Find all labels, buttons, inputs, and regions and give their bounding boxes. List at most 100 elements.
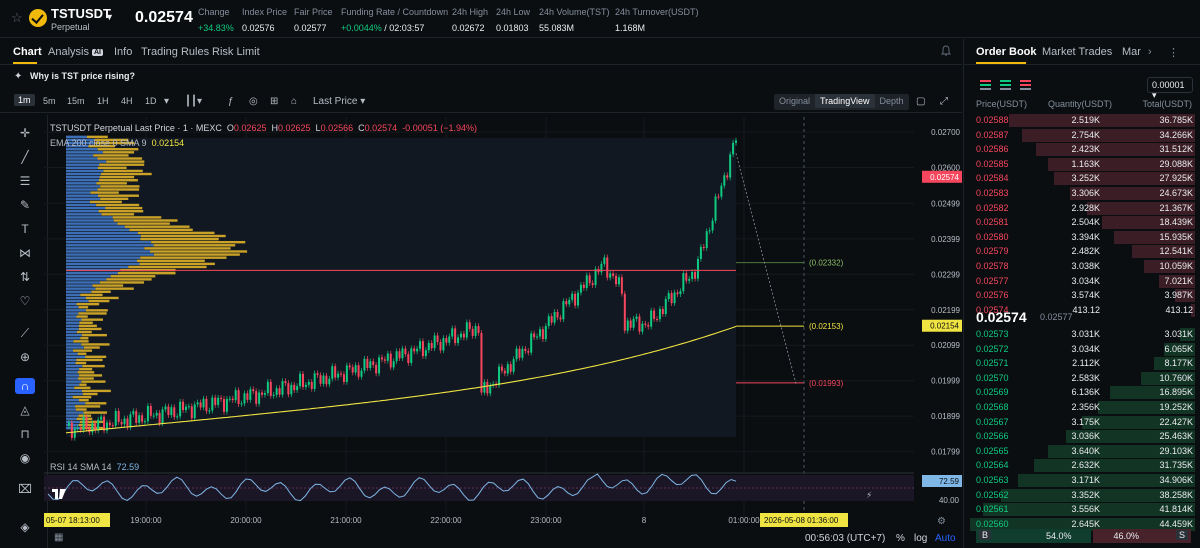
auto-toggle[interactable]: Auto xyxy=(935,533,956,544)
tab-risk-limit[interactable]: Risk Limit xyxy=(212,46,260,58)
ask-row[interactable]: 0.02577 3.034K 7.021K xyxy=(964,274,1200,288)
bids-only-icon[interactable] xyxy=(1000,80,1011,91)
candle-body xyxy=(123,418,126,425)
indicators-icon[interactable]: ƒ xyxy=(228,96,234,107)
bell-icon[interactable] xyxy=(940,45,952,57)
timeframe-15m[interactable]: 15m xyxy=(67,96,85,106)
row-total: 29.103K xyxy=(1159,445,1193,456)
depth-bar xyxy=(1047,444,1195,458)
magnet-icon[interactable]: ∩ xyxy=(15,378,35,394)
log-toggle[interactable]: log xyxy=(914,533,928,544)
percent-toggle[interactable]: % xyxy=(896,533,905,544)
tab-info[interactable]: Info xyxy=(114,46,133,58)
settings-square-icon[interactable]: ▢ xyxy=(916,96,926,107)
y-tick-label: 0.02199 xyxy=(931,306,960,315)
ask-row[interactable]: 0.02587 2.754K 34.266K xyxy=(964,128,1200,142)
asks-only-icon[interactable] xyxy=(1020,80,1031,91)
bid-row[interactable]: 0.02566 3.036K 25.463K xyxy=(964,430,1200,444)
volume-profile-bar xyxy=(66,349,74,352)
favorite-star-icon[interactable]: ☆ xyxy=(11,10,23,25)
eye-icon[interactable]: ◉ xyxy=(19,451,31,465)
ask-row[interactable]: 0.02588 2.519K 36.785K xyxy=(964,114,1200,127)
more-icon[interactable]: ⋮ xyxy=(1168,47,1179,59)
ask-row[interactable]: 0.02581 2.504K 18.439K xyxy=(964,216,1200,230)
layers-icon[interactable]: ◈ xyxy=(20,520,30,534)
tab-chart[interactable]: Chart xyxy=(13,46,42,58)
bid-row[interactable]: 0.02565 3.640K 29.103K xyxy=(964,444,1200,458)
ask-row[interactable]: 0.02585 1.163K 29.088K xyxy=(964,157,1200,171)
lock-icon[interactable]: ⊓ xyxy=(20,427,30,441)
legend-change: -0.00051 (−1.94%) xyxy=(402,123,477,133)
bid-row[interactable]: 0.02567 3.175K 22.427K xyxy=(964,415,1200,429)
ask-row[interactable]: 0.02578 3.038K 10.059K xyxy=(964,260,1200,273)
bid-row[interactable]: 0.02560 2.645K 44.459K xyxy=(964,517,1200,531)
crosshair-icon[interactable]: ✛ xyxy=(19,126,31,140)
ask-row[interactable]: 0.02580 3.394K 15.935K xyxy=(964,230,1200,244)
view-original[interactable]: Original xyxy=(779,96,811,106)
trend-line-icon[interactable]: ╱ xyxy=(21,150,29,164)
clock-time[interactable]: 00:56:03 (UTC+7) xyxy=(805,533,886,544)
stat-value-main: 0.02576 xyxy=(242,23,275,33)
ask-row[interactable]: 0.02584 3.252K 27.925K xyxy=(964,172,1200,186)
templates-icon[interactable]: ◎ xyxy=(249,96,258,107)
tab-order-book[interactable]: Order Book xyxy=(976,46,1037,58)
trash-icon[interactable]: ⌧ xyxy=(18,482,32,496)
timeframe-1D[interactable]: 1D xyxy=(145,96,157,106)
tab-markets-truncated[interactable]: Mar xyxy=(1122,46,1141,58)
candle-type-icon[interactable]: ┃┃▾ xyxy=(185,96,203,107)
ask-row[interactable]: 0.02576 3.574K 3.987K xyxy=(964,289,1200,303)
tab-trading-rules[interactable]: Trading Rules xyxy=(141,46,210,58)
horizontal-lines-icon[interactable]: ☰ xyxy=(19,174,31,188)
ask-row[interactable]: 0.02586 2.423K 31.512K xyxy=(964,143,1200,157)
bid-row[interactable]: 0.02562 3.352K 38.258K xyxy=(964,488,1200,502)
ask-row[interactable]: 0.02582 2.928K 21.367K xyxy=(964,201,1200,215)
bid-row[interactable]: 0.02561 3.556K 41.814K xyxy=(964,503,1200,517)
price-type-select[interactable]: Last Price ▾ xyxy=(313,96,366,107)
bid-row[interactable]: 0.02564 2.632K 31.735K xyxy=(964,459,1200,473)
text-tool-icon[interactable]: T xyxy=(21,222,29,236)
bid-row[interactable]: 0.02568 2.356K 19.252K xyxy=(964,401,1200,414)
timeframe-4H[interactable]: 4H xyxy=(121,96,133,106)
timeframe-more-chevron-down-icon[interactable]: ▾ xyxy=(164,96,170,107)
ruler-icon[interactable]: ⟋ xyxy=(20,326,30,340)
bid-row[interactable]: 0.02571 2.112K 8.177K xyxy=(964,357,1200,371)
row-price: 0.02573 xyxy=(976,329,1009,339)
brush-icon[interactable]: ✎ xyxy=(19,198,31,212)
view-depth[interactable]: Depth xyxy=(879,96,904,106)
both-sides-icon[interactable] xyxy=(980,80,991,91)
candle-body xyxy=(509,364,512,372)
timeframe-1H[interactable]: 1H xyxy=(97,96,109,106)
screenshot-camera-icon[interactable]: ⌂ xyxy=(291,96,298,107)
depth-bar xyxy=(1191,303,1195,317)
price-chart[interactable]: 0.02700 0.02600 0.02499 0.02399 0.02299 0.021… xyxy=(44,117,962,530)
depth-bar xyxy=(970,517,1195,531)
bid-row[interactable]: 0.02572 3.034K 6.065K xyxy=(964,342,1200,356)
favorites-heart-icon[interactable]: ♡ xyxy=(19,294,31,308)
zoom-in-icon[interactable]: ⊕ xyxy=(19,350,31,364)
ask-row[interactable]: 0.02574 413.12 413.12 xyxy=(964,303,1200,317)
fullscreen-icon[interactable]: ⤢ xyxy=(940,96,948,107)
ask-row[interactable]: 0.02583 3.306K 24.673K xyxy=(964,187,1200,200)
precision-select[interactable]: 0.00001 ▾ xyxy=(1147,77,1193,100)
timeframe-1m[interactable]: 1m xyxy=(14,94,35,106)
forecast-icon[interactable]: ⇅ xyxy=(19,270,31,284)
timeframe-5m[interactable]: 5m xyxy=(43,96,56,106)
bid-row[interactable]: 0.02570 2.583K 10.760K xyxy=(964,371,1200,385)
bid-row[interactable]: 0.02563 3.171K 34.906K xyxy=(964,474,1200,487)
chevron-right-icon[interactable]: › xyxy=(1148,46,1152,58)
volume-profile-bar xyxy=(66,191,91,194)
pattern-icon[interactable]: ⋈ xyxy=(19,246,31,260)
candle-body xyxy=(407,354,410,363)
calendar-icon[interactable]: ▦ xyxy=(54,532,64,543)
symbol-dropdown-chevron-down-icon[interactable]: ▼ xyxy=(105,12,114,22)
bid-row[interactable]: 0.02569 6.136K 16.895K xyxy=(964,386,1200,400)
view-tradingview[interactable]: TradingView xyxy=(815,94,875,108)
tab-market-trades[interactable]: Market Trades xyxy=(1042,46,1113,58)
why-price-banner[interactable]: ✦ Why is TST price rising? xyxy=(0,66,962,88)
symbol-name[interactable]: TSTUSDT xyxy=(51,6,111,21)
bid-row[interactable]: 0.02573 3.031K 3.031K xyxy=(964,328,1200,341)
ask-row[interactable]: 0.02579 2.482K 12.541K xyxy=(964,245,1200,259)
layout-icon[interactable]: ⊞ xyxy=(270,96,279,107)
paint-icon[interactable]: ◬ xyxy=(20,403,30,417)
tab-analysis[interactable]: Analysis AI xyxy=(48,46,103,58)
